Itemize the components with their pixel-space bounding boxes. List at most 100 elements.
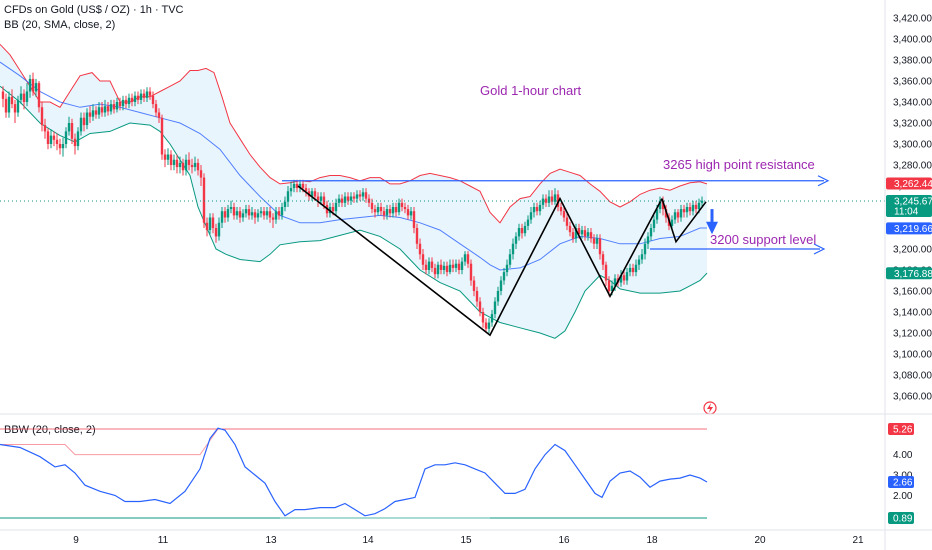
candle-body: [259, 211, 263, 214]
candle-body: [40, 107, 44, 126]
candle-body: [547, 196, 551, 203]
price-tick-label: 3,340.000: [893, 98, 932, 109]
candle-body: [565, 217, 569, 226]
chart-header-indicator[interactable]: BB (20, SMA, close, 2): [4, 19, 116, 31]
candle-body: [220, 211, 224, 223]
price-tick-label: 3,420.000: [893, 14, 932, 25]
candle-body: [88, 112, 92, 117]
candle-body: [679, 209, 683, 218]
candle-body: [124, 99, 128, 105]
bbw-badge[interactable]: [888, 423, 914, 435]
candle-body: [262, 211, 266, 216]
candle-body: [118, 102, 122, 107]
bbw-pane-header[interactable]: BBW (20, close, 2): [4, 424, 96, 436]
candle-body: [79, 117, 83, 132]
bbw-layer: 4.003.002.00: [0, 427, 913, 519]
candles-layer: [1, 72, 704, 333]
candle-body: [241, 213, 245, 218]
candle-body: [604, 264, 608, 281]
candle-body: [496, 291, 500, 302]
candle-body: [199, 170, 203, 178]
candle-body: [430, 261, 434, 268]
candle-body: [238, 211, 242, 218]
candle-body: [109, 104, 113, 112]
price-badge[interactable]: [886, 267, 932, 280]
candle-body: [292, 183, 296, 189]
candle-body: [613, 278, 617, 286]
candle-body: [610, 285, 614, 291]
badge-layer: 3,262.440 3,245.67011:04 3,219.662 3,176.88…: [886, 177, 932, 525]
zigzag-pattern-line[interactable]: [297, 185, 663, 337]
candle-body: [205, 222, 209, 231]
candle-body: [511, 243, 515, 255]
zigzag-pattern-line-tail[interactable]: [661, 198, 707, 244]
candle-body: [190, 165, 194, 168]
time-axis: 9 11 13 14 15 16 18 20 21: [73, 535, 864, 546]
candle-body: [385, 209, 389, 216]
candle-body: [4, 98, 8, 113]
candle-body: [412, 211, 416, 228]
bbw-badge-text: 5.26: [893, 425, 913, 436]
price-tick-label: 3,380.000: [893, 56, 932, 67]
resistance-arrow-head: [817, 175, 830, 187]
candle-body: [91, 110, 95, 117]
candle-body: [397, 202, 401, 213]
candle-body: [64, 131, 68, 144]
support-arrow-head: [813, 243, 826, 255]
candle-body: [379, 207, 383, 212]
candle-body: [115, 102, 119, 110]
bbw-badge[interactable]: [888, 512, 914, 524]
price-badge[interactable]: [886, 195, 932, 218]
candle-body: [400, 202, 404, 207]
candle-body: [178, 162, 182, 168]
candle-body: [46, 131, 50, 144]
chart-header-symbol[interactable]: CFDs on Gold (US$ / OZ) · 1h · TVC: [4, 4, 184, 16]
candle-body: [43, 125, 47, 132]
candle-body: [364, 192, 368, 199]
candle-body: [349, 196, 353, 201]
bb-fill: [0, 44, 707, 339]
candle-body: [187, 159, 191, 165]
candle-body: [508, 254, 512, 265]
candle-body: [268, 211, 272, 218]
candle-body: [235, 211, 239, 216]
candle-body: [181, 162, 185, 171]
candle-body: [598, 238, 602, 255]
candle-body: [25, 91, 29, 102]
price-badge[interactable]: [886, 177, 932, 190]
time-tick-label: 9: [73, 535, 79, 546]
candle-body: [415, 228, 419, 244]
bbw-badge[interactable]: [888, 475, 914, 488]
bbw-series-line[interactable]: [0, 427, 708, 517]
candle-body: [214, 228, 218, 237]
candle-body: [106, 106, 110, 112]
candle-body: [97, 107, 101, 115]
candle-body: [136, 95, 140, 100]
candle-body: [82, 117, 86, 126]
candle-body: [121, 99, 125, 107]
candle-body: [169, 154, 173, 165]
lightning-glyph-icon: [707, 403, 713, 413]
time-tick-label: 14: [362, 535, 374, 546]
forecast-arrow-head[interactable]: [706, 221, 718, 235]
candle-body: [505, 264, 509, 273]
bbw-tick-label: 2.00: [893, 491, 913, 502]
candle-body: [52, 135, 56, 140]
candle-body: [568, 225, 572, 233]
candle-body: [94, 110, 98, 115]
time-tick-label: 18: [646, 535, 658, 546]
candle-body: [319, 196, 323, 201]
candle-body: [154, 104, 158, 113]
price-badge[interactable]: [886, 222, 932, 235]
time-tick-label: 13: [265, 535, 277, 546]
candle-body: [28, 78, 32, 92]
candle-body: [10, 96, 14, 105]
candle-body: [541, 198, 545, 205]
candle-body: [529, 212, 533, 220]
candle-body: [421, 254, 425, 265]
candle-body: [697, 202, 701, 210]
candle-body: [31, 78, 35, 92]
candle-body: [682, 209, 686, 213]
candle-body: [433, 267, 437, 275]
